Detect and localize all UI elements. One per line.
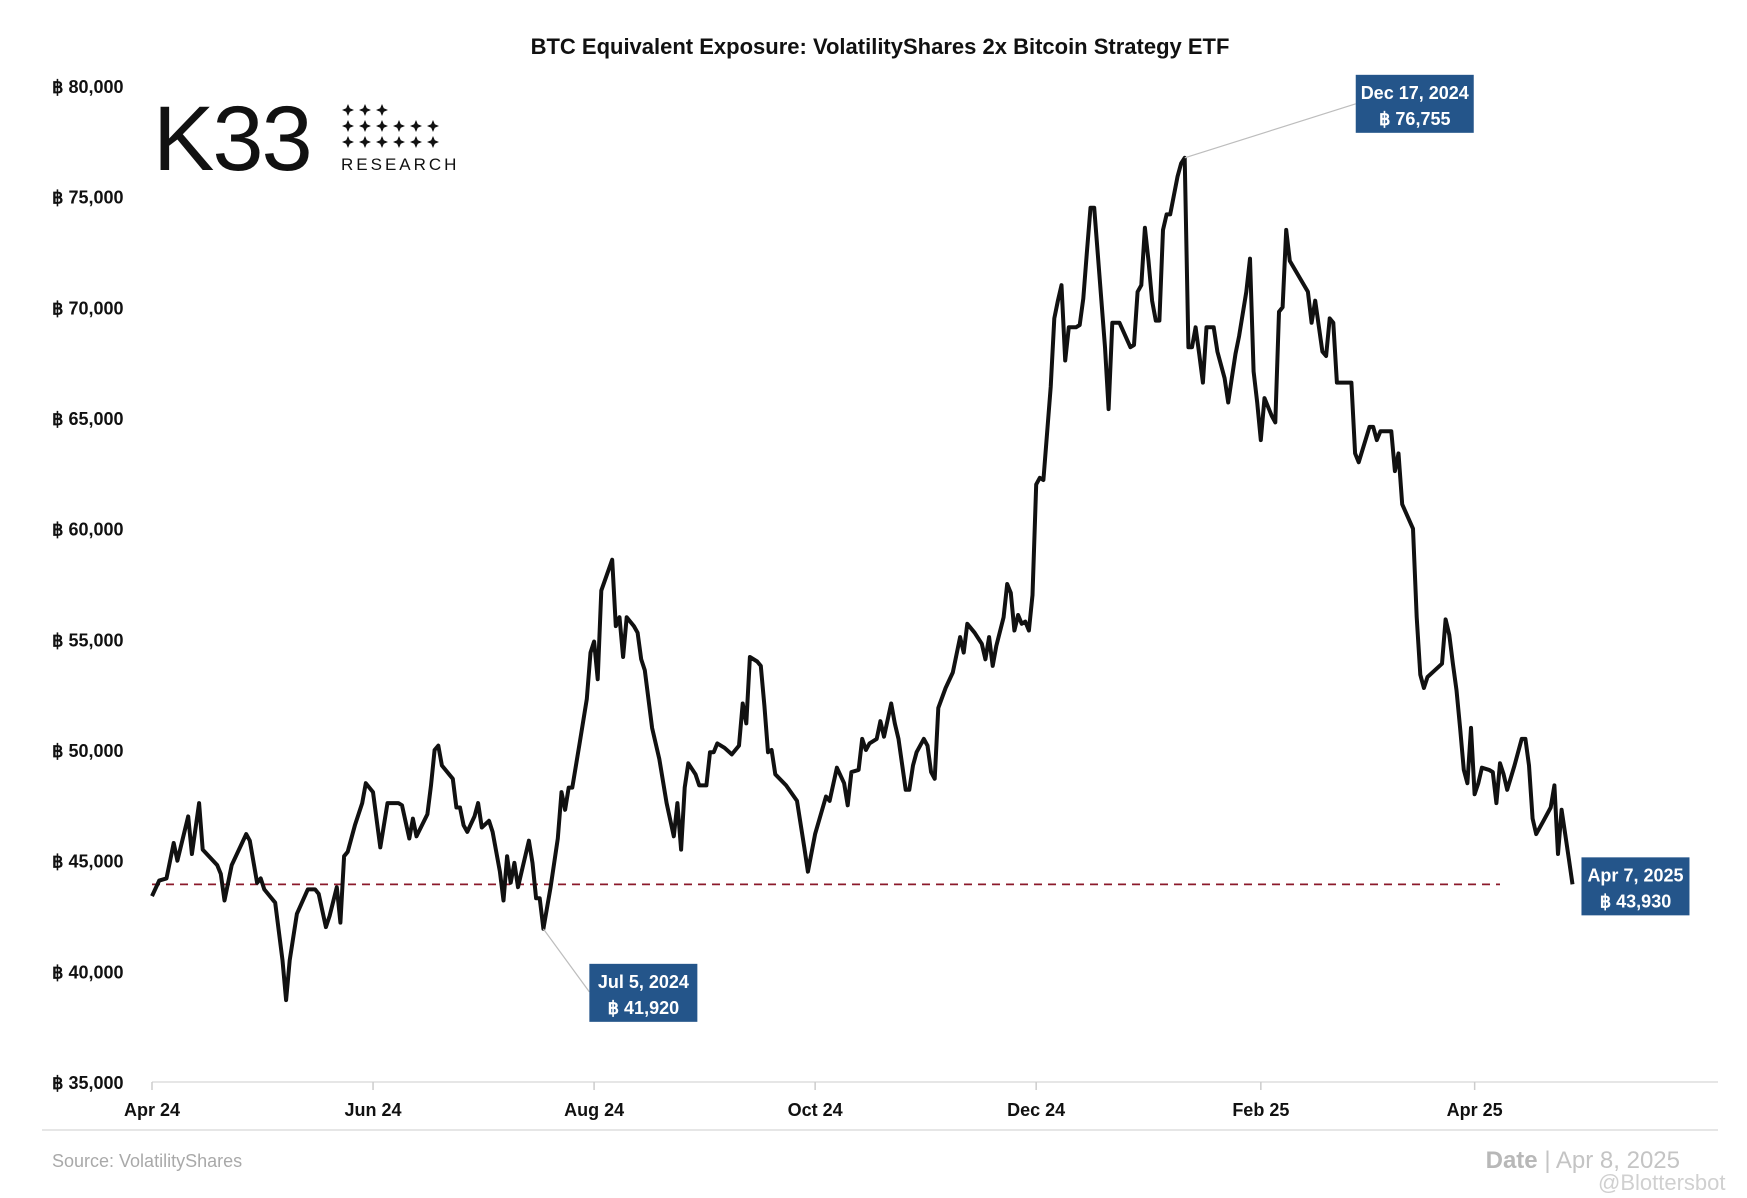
logo-main-text: K33 [153, 88, 311, 190]
logo-star-grid-icon [342, 104, 439, 148]
k33-research-logo: K33 RESEARCH [153, 88, 459, 190]
y-tick-label: ฿ 45,000 [52, 852, 124, 872]
y-tick-label: ฿ 40,000 [52, 962, 124, 982]
callout-date: Dec 17, 2024 [1361, 83, 1469, 103]
logo-star-icon [359, 104, 371, 116]
x-tick-label: Oct 24 [788, 1100, 843, 1120]
y-tick-label: ฿ 35,000 [52, 1073, 124, 1093]
x-tick-label: Apr 25 [1447, 1100, 1503, 1120]
callout-date: Jul 5, 2024 [598, 972, 689, 992]
logo-star-icon [376, 136, 388, 148]
date-label: Date [1486, 1147, 1538, 1174]
logo-star-icon [410, 120, 422, 132]
chart-title: BTC Equivalent Exposure: VolatilityShare… [531, 34, 1230, 59]
date-value: Apr 8, 2025 [1556, 1147, 1680, 1174]
y-tick-label: ฿ 60,000 [52, 520, 124, 540]
callout-box: Jul 5, 2024 ฿ 41,920 [589, 963, 698, 1022]
callout-background [589, 963, 698, 1022]
y-tick-label: ฿ 50,000 [52, 741, 124, 761]
logo-star-icon [410, 136, 422, 148]
logo-star-icon [359, 120, 371, 132]
watermark-text: @Blottersbot [1598, 1170, 1726, 1195]
y-tick-label: ฿ 75,000 [52, 188, 124, 208]
annotations: Jul 5, 2024 ฿ 41,920 Dec 17, 2024 ฿ 76,755 A… [542, 74, 1690, 1022]
y-tick-label: ฿ 65,000 [52, 409, 124, 429]
x-tick-label: Feb 25 [1232, 1100, 1289, 1120]
x-axis: Apr 24 Jun 24 Aug 24 Oct 24 Dec 24 Feb 25 Apr … [124, 1081, 1718, 1120]
callout-date: Apr 7, 2025 [1587, 865, 1683, 885]
logo-star-icon [342, 136, 354, 148]
logo-star-icon [342, 120, 354, 132]
callout-background [1581, 857, 1690, 916]
callout-background [1355, 74, 1474, 133]
source-label: Source: VolatilityShares [52, 1151, 242, 1171]
callout-box: Apr 7, 2025 ฿ 43,930 [1581, 857, 1690, 916]
y-tick-label: ฿ 70,000 [52, 298, 124, 318]
callout-box: Dec 17, 2024 ฿ 76,755 [1355, 74, 1474, 133]
logo-sub-text: RESEARCH [341, 155, 459, 174]
logo-star-icon [359, 136, 371, 148]
callout-leader-line [1184, 103, 1356, 159]
series-line [150, 155, 1575, 1003]
logo-star-icon [393, 136, 405, 148]
x-tick-label: Apr 24 [124, 1100, 180, 1120]
callout-value: ฿ 41,920 [608, 998, 680, 1018]
callout-value: ฿ 43,930 [1600, 891, 1672, 911]
y-axis: ฿ 35,000 ฿ 40,000 ฿ 45,000 ฿ 50,000 ฿ 55,000… [52, 77, 124, 1093]
date-separator: | [1538, 1147, 1556, 1174]
x-tick-label: Dec 24 [1007, 1100, 1065, 1120]
logo-star-icon [376, 104, 388, 116]
x-tick-label: Aug 24 [564, 1100, 624, 1120]
logo-star-icon [393, 120, 405, 132]
callout-value: ฿ 76,755 [1379, 109, 1451, 129]
logo-star-icon [376, 120, 388, 132]
logo-star-icon [427, 136, 439, 148]
y-tick-label: ฿ 80,000 [52, 77, 124, 97]
x-tick-label: Jun 24 [345, 1100, 402, 1120]
logo-star-icon [427, 120, 439, 132]
y-tick-label: ฿ 55,000 [52, 630, 124, 650]
callout-leader-line [542, 928, 590, 993]
logo-star-icon [342, 104, 354, 116]
date-stamp: Date | Apr 8, 2025 [1486, 1147, 1680, 1174]
